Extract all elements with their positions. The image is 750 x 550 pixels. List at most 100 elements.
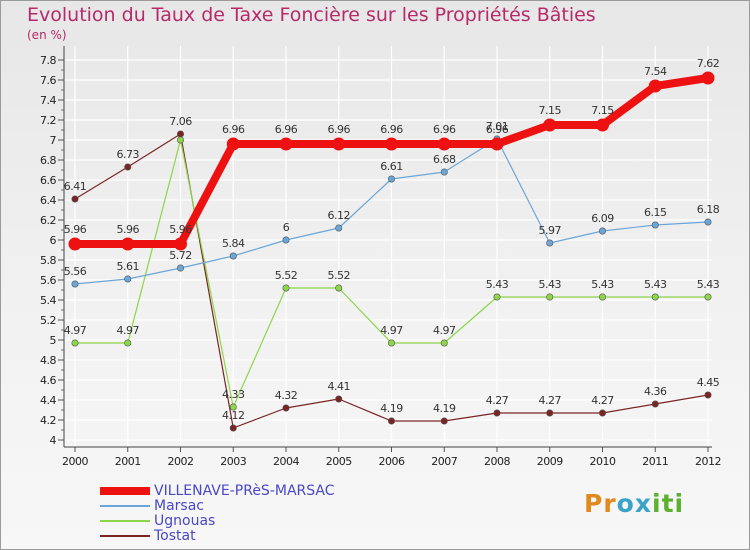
data-label: 6.18: [697, 203, 720, 216]
legend-swatch: [100, 535, 150, 537]
data-point: [177, 130, 185, 138]
data-label: 5.43: [486, 278, 509, 291]
data-label: 6: [283, 221, 290, 234]
x-tick-label: 2004: [273, 455, 299, 468]
data-point: [282, 284, 290, 292]
y-tick-label: 7.2: [40, 114, 56, 127]
data-point: [177, 264, 185, 272]
data-label: 6.73: [117, 148, 140, 161]
data-point: [71, 195, 79, 203]
data-label: 5.43: [591, 278, 614, 291]
data-label: 6.96: [222, 123, 245, 136]
proxiti-logo: Proxiti: [584, 489, 684, 518]
data-point: [493, 409, 501, 417]
data-point: [440, 417, 448, 425]
y-tick-label: 6: [50, 234, 57, 247]
data-point: [387, 339, 395, 347]
logo-letter: i: [674, 489, 685, 518]
data-label: 7.54: [644, 65, 667, 78]
y-tick-label: 4.2: [40, 414, 56, 427]
data-point: [596, 118, 609, 132]
data-point: [493, 293, 501, 301]
data-label: 6.96: [486, 123, 509, 136]
data-label: 6.12: [328, 209, 351, 222]
data-point: [124, 163, 132, 171]
y-tick-label: 6.8: [40, 154, 56, 167]
data-label: 7.15: [539, 104, 562, 117]
data-point: [71, 339, 79, 347]
logo-letter: r: [603, 489, 617, 518]
data-label: 6.41: [64, 180, 87, 193]
data-label: 7.15: [591, 104, 614, 117]
data-label: 4.27: [539, 394, 562, 407]
data-point: [701, 71, 715, 85]
data-point: [598, 409, 606, 417]
data-point: [335, 395, 343, 403]
data-label: 5.97: [539, 224, 562, 237]
x-tick-label: 2008: [484, 455, 510, 468]
data-point: [648, 79, 662, 93]
data-point: [598, 293, 606, 301]
x-tick-labels: 2000 2001 2002 2003 2004 2005 2006 2007 2008 2009…: [62, 455, 722, 468]
data-label: 5.72: [169, 249, 192, 262]
x-tick-label: 2000: [62, 455, 88, 468]
data-label: 4.97: [433, 324, 456, 337]
data-label: 6.61: [380, 160, 403, 173]
legend-swatch: [100, 520, 150, 522]
data-point: [598, 227, 606, 235]
data-point: [704, 218, 712, 226]
y-tick-label: 4.8: [40, 354, 56, 367]
data-label: 7.62: [697, 57, 720, 70]
y-tick-labels: 4 4.2 4.4 4.6 4.8 5 5.2 5.4 5.6 5.8 6 6.2 6.4 6.6 6.8 7…: [40, 54, 57, 447]
data-point: [385, 137, 398, 151]
data-label: 5.43: [539, 278, 562, 291]
y-tick-label: 4.6: [40, 374, 56, 387]
data-label: 4.97: [380, 324, 403, 337]
data-label: 4.36: [644, 385, 667, 398]
data-point: [68, 237, 82, 251]
y-tick-label: 6.2: [40, 214, 56, 227]
legend-label: Tostat: [154, 528, 196, 544]
x-tick-label: 2011: [642, 455, 668, 468]
data-point: [279, 137, 293, 151]
data-point: [704, 293, 712, 301]
y-tick-label: 4.4: [40, 394, 56, 407]
data-label: 4.19: [433, 402, 456, 415]
data-label: 4.45: [697, 376, 720, 389]
data-label: 4.32: [275, 389, 298, 402]
data-label: 5.84: [222, 237, 245, 250]
data-point: [282, 236, 290, 244]
data-point: [651, 221, 659, 229]
data-label: 7.06: [169, 115, 192, 128]
data-label: 7.01: [486, 120, 509, 133]
x-tick-label: 2002: [168, 455, 194, 468]
y-tick-label: 6.6: [40, 174, 56, 187]
data-point: [177, 136, 185, 144]
data-label: 5.96: [169, 223, 192, 236]
data-label: 5.43: [697, 278, 720, 291]
data-labels: 5.96 5.96 5.96 6.96 6.96 6.96 6.96 6.96 6.96 7.15…: [64, 57, 720, 422]
data-point: [121, 237, 135, 251]
data-label: 5.56: [64, 265, 87, 278]
y-tick-label: 7.6: [40, 74, 56, 87]
x-tick-label: 2009: [537, 455, 563, 468]
data-point: [229, 403, 237, 411]
data-point: [490, 137, 504, 151]
data-point: [174, 237, 187, 251]
data-label: 6.96: [328, 123, 351, 136]
data-label: 6.09: [591, 212, 614, 225]
data-point: [282, 404, 290, 412]
x-tick-label: 2012: [695, 455, 721, 468]
data-label: 5.52: [275, 269, 298, 282]
data-point: [546, 409, 554, 417]
y-tick-label: 4: [50, 434, 57, 447]
x-tick-label: 2001: [115, 455, 141, 468]
logo-letter: o: [616, 489, 635, 518]
data-point: [651, 400, 659, 408]
data-label: 6.15: [644, 206, 667, 219]
legend-swatch: [100, 505, 150, 507]
data-label: 6.96: [275, 123, 298, 136]
data-label: 4.19: [380, 402, 403, 415]
